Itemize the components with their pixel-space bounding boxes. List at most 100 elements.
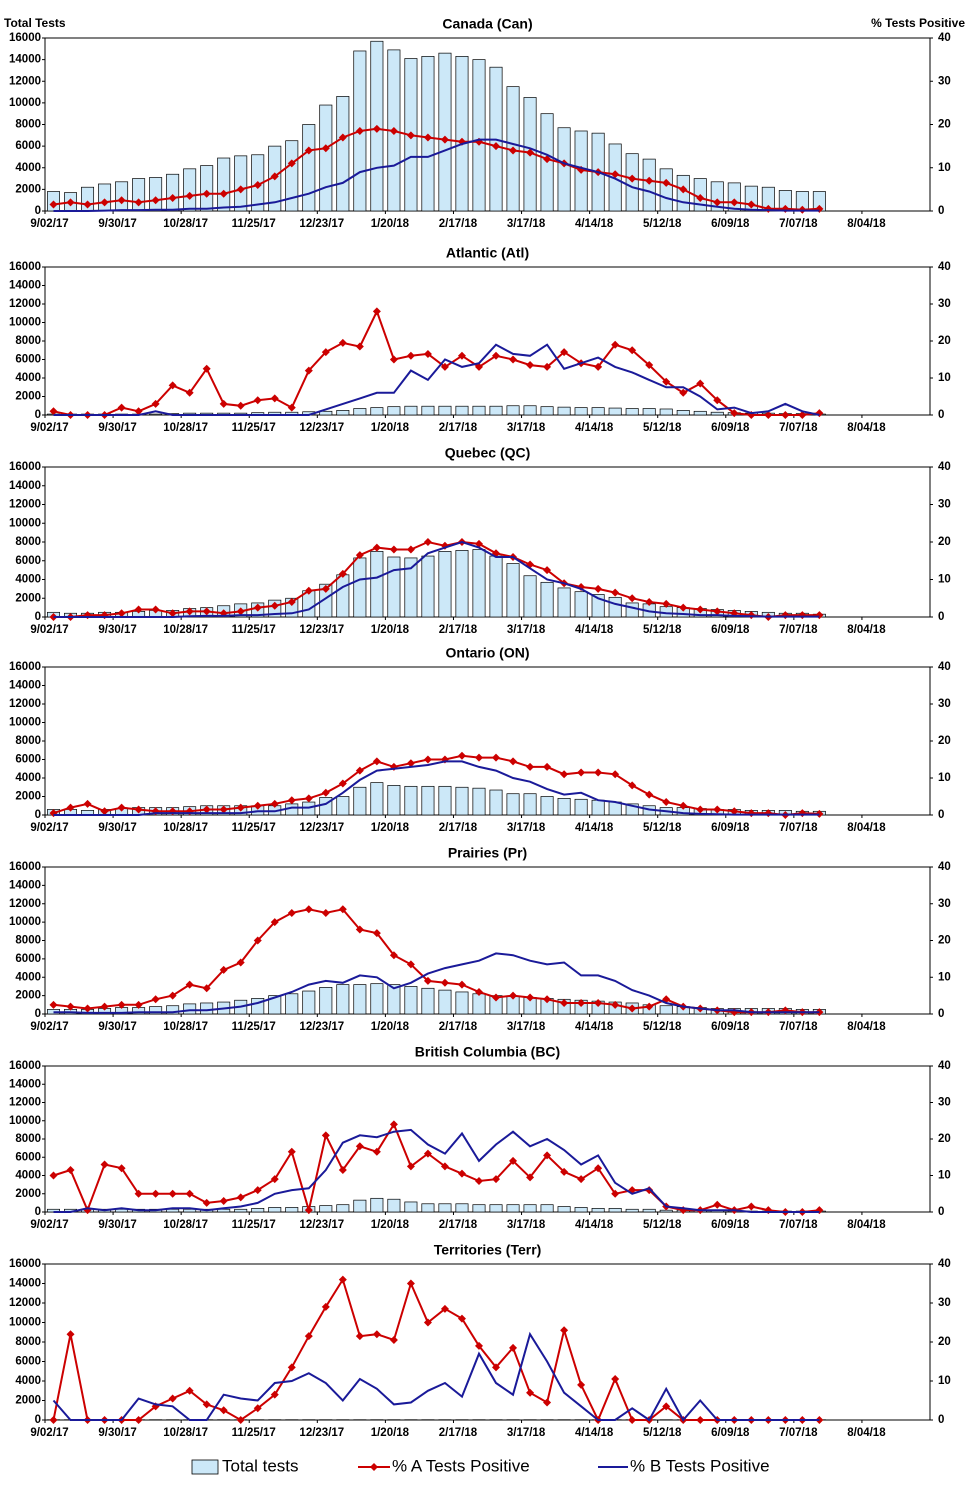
x-tick-label: 4/14/18 bbox=[575, 1219, 614, 1231]
x-tick-label: 12/23/17 bbox=[299, 1219, 344, 1231]
y-tick-label: 6000 bbox=[15, 754, 41, 766]
chart-title: Prairies (Pr) bbox=[448, 845, 527, 861]
x-tick-label: 10/28/17 bbox=[163, 1021, 208, 1033]
x-tick-label: 10/28/17 bbox=[163, 218, 208, 230]
bar bbox=[337, 96, 349, 211]
y2-tick-label: 20 bbox=[938, 935, 951, 947]
y2-tick-label: 0 bbox=[938, 1008, 944, 1020]
bar bbox=[456, 992, 468, 1014]
y-tick-label: 8000 bbox=[15, 536, 41, 548]
bar bbox=[609, 597, 621, 617]
legend-label: Total tests bbox=[222, 1456, 299, 1475]
bar bbox=[405, 558, 417, 617]
bar bbox=[660, 409, 672, 415]
bar bbox=[473, 60, 485, 211]
plot-area bbox=[45, 667, 930, 815]
bar bbox=[592, 1208, 604, 1212]
y-tick-label: 0 bbox=[35, 809, 41, 821]
x-tick-label: 5/12/18 bbox=[643, 822, 682, 834]
bar bbox=[524, 1205, 536, 1212]
bar bbox=[405, 1202, 417, 1212]
bar bbox=[592, 408, 604, 415]
y-tick-label: 10000 bbox=[9, 1317, 41, 1329]
x-tick-label: 5/12/18 bbox=[643, 1219, 682, 1231]
y-tick-label: 16000 bbox=[9, 661, 41, 673]
x-tick-label: 9/30/17 bbox=[98, 1021, 136, 1033]
bar bbox=[371, 1198, 383, 1212]
x-tick-label: 3/17/18 bbox=[507, 1427, 546, 1439]
x-tick-label: 12/23/17 bbox=[299, 624, 344, 636]
y2-tick-label: 40 bbox=[938, 1258, 951, 1270]
plot-area bbox=[45, 1066, 930, 1212]
x-tick-label: 8/04/18 bbox=[847, 218, 886, 230]
x-tick-label: 9/30/17 bbox=[98, 422, 136, 434]
x-tick-label: 2/17/18 bbox=[439, 218, 478, 230]
bar bbox=[456, 56, 468, 211]
y-tick-label: 10000 bbox=[9, 717, 41, 729]
bar bbox=[541, 1205, 553, 1212]
bar bbox=[405, 406, 417, 415]
bar bbox=[354, 787, 366, 815]
y-tick-label: 16000 bbox=[9, 861, 41, 873]
x-tick-label: 8/04/18 bbox=[847, 1219, 886, 1231]
y-tick-label: 12000 bbox=[9, 898, 41, 910]
bar bbox=[371, 408, 383, 415]
y-tick-label: 14000 bbox=[9, 480, 41, 492]
y-tick-label: 14000 bbox=[9, 280, 41, 292]
x-tick-label: 3/17/18 bbox=[507, 624, 546, 636]
y-tick-label: 12000 bbox=[9, 298, 41, 310]
bar bbox=[473, 550, 485, 618]
y-tick-label: 4000 bbox=[15, 574, 41, 586]
y-tick-label: 12000 bbox=[9, 75, 41, 87]
bar bbox=[354, 558, 366, 617]
bar bbox=[98, 184, 110, 211]
y-tick-label: 0 bbox=[35, 611, 41, 623]
x-tick-label: 7/07/18 bbox=[779, 218, 818, 230]
bar bbox=[507, 1205, 519, 1212]
y2-tick-label: 10 bbox=[938, 1375, 951, 1387]
y2-tick-label: 20 bbox=[938, 1133, 951, 1145]
x-tick-label: 4/14/18 bbox=[575, 218, 614, 230]
x-tick-label: 10/28/17 bbox=[163, 422, 208, 434]
y-tick-label: 0 bbox=[35, 1008, 41, 1020]
y-tick-label: 6000 bbox=[15, 953, 41, 965]
x-tick-label: 9/02/17 bbox=[30, 624, 68, 636]
y2-tick-label: 40 bbox=[938, 1060, 951, 1072]
bar bbox=[643, 409, 655, 415]
bar bbox=[337, 575, 349, 617]
y2-tick-label: 10 bbox=[938, 1170, 951, 1182]
chart-title: Ontario (ON) bbox=[446, 645, 530, 661]
y-tick-label: 4000 bbox=[15, 162, 41, 174]
y-tick-label: 8000 bbox=[15, 735, 41, 747]
bar bbox=[371, 551, 383, 617]
bar bbox=[422, 786, 434, 815]
bar bbox=[558, 407, 570, 415]
x-tick-label: 4/14/18 bbox=[575, 624, 614, 636]
y-tick-label: 2000 bbox=[15, 1395, 41, 1407]
y-tick-label: 6000 bbox=[15, 555, 41, 567]
y-tick-label: 14000 bbox=[9, 680, 41, 692]
y2-tick-label: 30 bbox=[938, 298, 951, 310]
y-tick-label: 8000 bbox=[15, 1133, 41, 1145]
bar bbox=[507, 564, 519, 617]
y2-tick-label: 30 bbox=[938, 698, 951, 710]
bar bbox=[524, 576, 536, 617]
x-tick-label: 4/14/18 bbox=[575, 822, 614, 834]
x-tick-label: 10/28/17 bbox=[163, 822, 208, 834]
bar bbox=[456, 787, 468, 815]
chart-title: Quebec (QC) bbox=[445, 445, 531, 461]
bar bbox=[711, 412, 723, 415]
chart-title: Territories (Terr) bbox=[434, 1242, 542, 1258]
x-tick-label: 12/23/17 bbox=[299, 822, 344, 834]
x-tick-label: 11/25/17 bbox=[232, 1219, 276, 1231]
bar bbox=[643, 1209, 655, 1212]
bar bbox=[354, 409, 366, 415]
y-tick-label: 10000 bbox=[9, 97, 41, 109]
bar bbox=[558, 798, 570, 815]
x-tick-label: 3/17/18 bbox=[507, 822, 546, 834]
x-tick-label: 7/07/18 bbox=[779, 624, 818, 636]
bar bbox=[354, 1200, 366, 1212]
bar bbox=[286, 1207, 298, 1212]
x-tick-label: 9/02/17 bbox=[30, 1219, 68, 1231]
bar bbox=[149, 414, 161, 415]
